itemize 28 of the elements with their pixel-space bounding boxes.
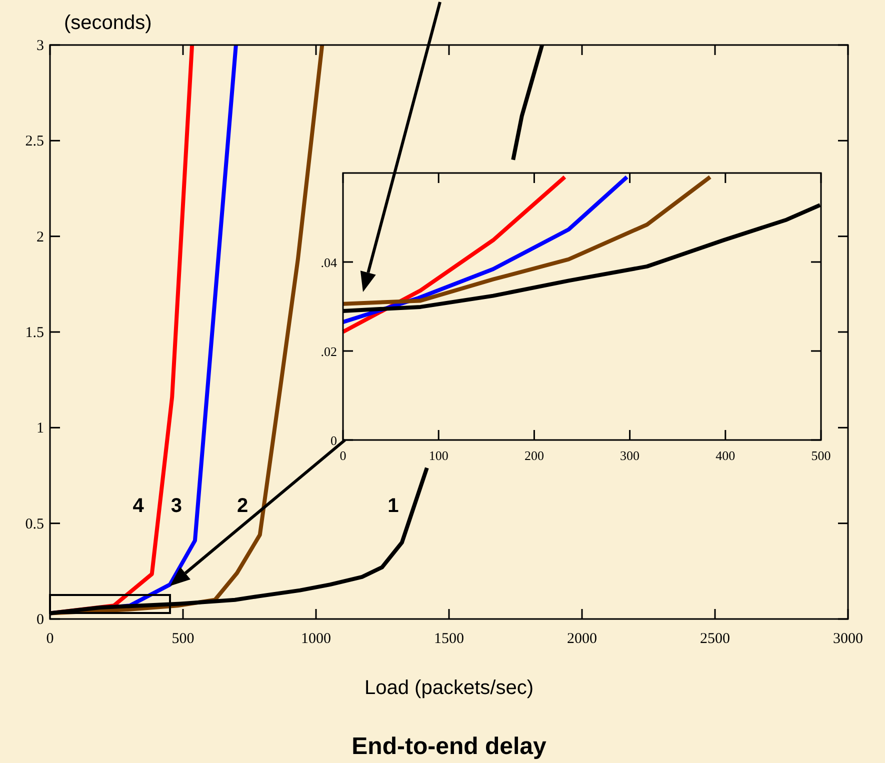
x-tick-label: 500 [172, 631, 194, 647]
y-tick-label: 0 [36, 612, 44, 628]
series-label: 4 [132, 495, 145, 518]
x-tick-label: 3000 [833, 631, 863, 647]
x-axis-title: Load (packets/sec) [364, 677, 534, 699]
series-label: 1 [388, 495, 399, 518]
y-tick-label: 0.5 [25, 516, 44, 532]
y-tick-label: 1 [36, 420, 44, 437]
x-tick-label: 100 [428, 448, 448, 463]
y-axis-title: (seconds) [64, 12, 152, 34]
x-tick-label: 1000 [301, 631, 331, 647]
y-tick-label: 3 [36, 38, 44, 54]
y-tick-label: .02 [320, 344, 337, 359]
x-tick-label: 2500 [700, 631, 730, 647]
series-label: 3 [170, 495, 182, 518]
y-tick-label: 1.5 [25, 325, 44, 341]
text: End-to-end delay [352, 733, 547, 760]
x-tick-label: 400 [716, 448, 736, 463]
x-tick-label: 2000 [567, 631, 597, 647]
x-tick-label: 300 [620, 448, 640, 463]
y-tick-label: 2.5 [25, 134, 44, 150]
x-tick-label: 200 [524, 448, 544, 463]
x-tick-label: 500 [811, 448, 831, 463]
y-tick-label: 2 [36, 229, 44, 246]
y-tick-label: .04 [320, 255, 338, 270]
x-tick-label: 1500 [434, 631, 464, 647]
series-label: 2 [237, 495, 248, 518]
y-tick-label: 0 [330, 433, 337, 448]
